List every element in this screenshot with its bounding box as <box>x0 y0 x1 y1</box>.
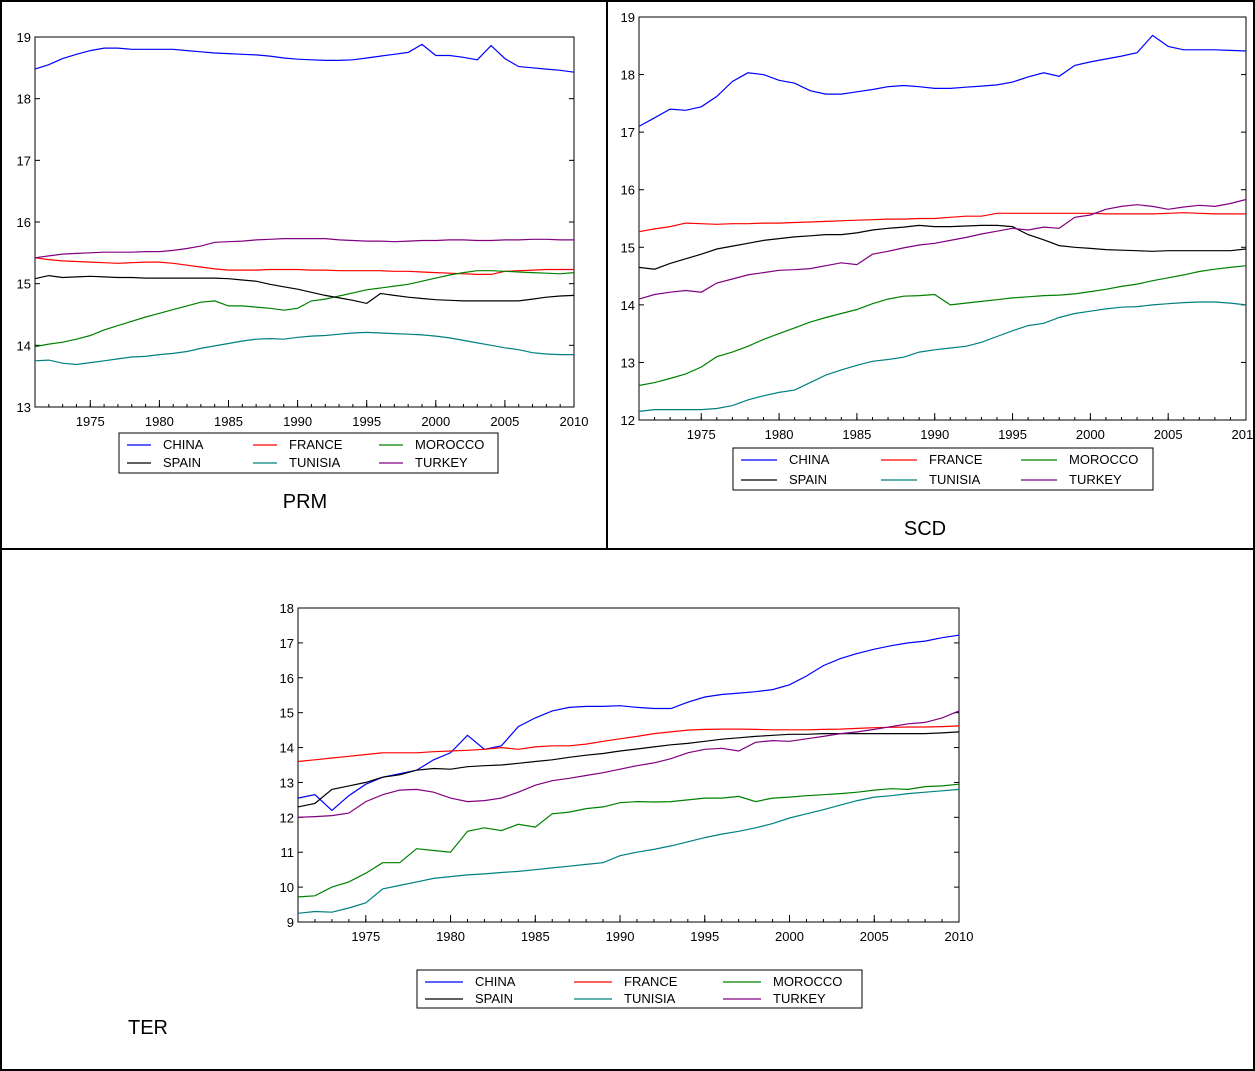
x-tick-label: 2010 <box>1232 427 1255 442</box>
series-line-china <box>638 34 1247 127</box>
plot-area <box>638 16 1247 421</box>
series-line-spain <box>297 731 960 808</box>
x-tick-label: 2010 <box>945 929 974 944</box>
y-tick-label: 14 <box>621 298 635 313</box>
legend-label-turkey: TURKEY <box>415 455 468 470</box>
x-tick-label: 2005 <box>490 414 519 429</box>
y-tick-label: 18 <box>17 92 31 107</box>
y-tick-label: 18 <box>280 601 294 616</box>
y-tick-label: 9 <box>287 915 294 930</box>
legend-label-france: FRANCE <box>929 452 983 467</box>
x-tick-label: 2000 <box>775 929 804 944</box>
series-line-china <box>297 634 960 812</box>
series-line-turkey <box>297 710 960 818</box>
legend-label-morocco: MOROCCO <box>415 437 484 452</box>
series-line-france <box>297 725 960 763</box>
series-line-turkey <box>638 198 1247 300</box>
y-tick-label: 10 <box>280 880 294 895</box>
y-tick-label: 17 <box>621 125 635 140</box>
x-tick-label: 1990 <box>920 427 949 442</box>
y-tick-label: 12 <box>280 810 294 825</box>
y-tick-label: 19 <box>621 10 635 25</box>
series-line-france <box>638 212 1246 233</box>
y-tick-label: 14 <box>17 338 31 353</box>
chart-scd: 12 13 14 15 16 17 18 19 1975 1980 1985 1990 1995 2000… <box>621 10 1255 491</box>
legend-label-spain: SPAIN <box>163 455 201 470</box>
x-tick-label: 1980 <box>765 427 794 442</box>
x-tick-label: 1995 <box>352 414 381 429</box>
caption-prm: PRM <box>283 491 327 513</box>
x-tick-label: 2000 <box>1076 427 1105 442</box>
legend-label-spain: SPAIN <box>789 472 827 487</box>
series-line-turkey <box>34 238 574 259</box>
x-tick-label: 1980 <box>436 929 465 944</box>
x-tick-label: 1975 <box>687 427 716 442</box>
series-line-spain <box>638 224 1247 270</box>
series-line-china <box>34 43 575 73</box>
y-tick-label: 13 <box>280 775 294 790</box>
y-tick-label: 15 <box>280 706 294 721</box>
chart-ter: 9 10 11 12 13 14 15 16 17 18 1975 1980 1985 1990 1995 2… <box>280 601 974 1009</box>
x-tick-label: 1985 <box>214 414 243 429</box>
y-tick-label: 13 <box>17 400 31 415</box>
x-tick-label: 1995 <box>690 929 719 944</box>
legend-box <box>118 432 499 474</box>
x-tick-label: 1975 <box>76 414 105 429</box>
x-tick-label: 1980 <box>145 414 174 429</box>
y-tick-label: 17 <box>17 153 31 168</box>
y-tick-label: 12 <box>621 413 635 428</box>
x-tick-label: 1995 <box>998 427 1027 442</box>
series-line-morocco <box>638 265 1247 387</box>
x-tick-label: 2000 <box>421 414 450 429</box>
y-tick-label: 18 <box>621 68 635 83</box>
panel-frame-ter <box>0 548 1255 1071</box>
legend-label-spain: SPAIN <box>475 991 513 1006</box>
y-tick-label: 19 <box>17 30 31 45</box>
plot-area <box>297 607 960 923</box>
legend-label-morocco: MOROCCO <box>1069 452 1138 467</box>
legend-box <box>732 447 1154 491</box>
legend-label-turkey: TURKEY <box>773 991 826 1006</box>
legend-label-china: CHINA <box>475 974 516 989</box>
y-tick-label: 11 <box>281 845 295 860</box>
y-tick-label: 17 <box>280 636 294 651</box>
series-line-spain <box>34 274 575 305</box>
plot-area <box>34 36 575 408</box>
legend-label-china: CHINA <box>163 437 204 452</box>
x-tick-label: 2005 <box>1154 427 1183 442</box>
chart-prm: 13 14 15 16 17 18 19 1975 1980 1985 1990 1995 2000 20… <box>17 30 589 474</box>
legend-label-tunisia: TUNISIA <box>624 991 676 1006</box>
x-tick-label: 2005 <box>860 929 889 944</box>
caption-scd: SCD <box>904 518 946 540</box>
x-tick-label: 2010 <box>560 414 589 429</box>
legend-label-morocco: MOROCCO <box>773 974 842 989</box>
series-line-tunisia <box>297 788 960 914</box>
legend-label-turkey: TURKEY <box>1069 472 1122 487</box>
x-tick-label: 1985 <box>842 427 871 442</box>
legend-label-france: FRANCE <box>289 437 343 452</box>
x-tick-label: 1985 <box>521 929 550 944</box>
x-tick-label: 1975 <box>351 929 380 944</box>
y-tick-label: 16 <box>17 215 31 230</box>
x-tick-label: 1990 <box>606 929 635 944</box>
y-tick-label: 15 <box>17 277 31 292</box>
legend-label-china: CHINA <box>789 452 830 467</box>
series-line-morocco <box>297 783 960 898</box>
y-tick-label: 14 <box>280 741 294 756</box>
series-line-tunisia <box>34 331 574 366</box>
caption-ter: TER <box>128 1017 168 1039</box>
legend-label-tunisia: TUNISIA <box>289 455 341 470</box>
legend-label-tunisia: TUNISIA <box>929 472 981 487</box>
y-tick-label: 15 <box>621 240 635 255</box>
legend-box <box>416 969 863 1009</box>
series-line-france <box>34 257 574 275</box>
y-tick-label: 13 <box>621 355 635 370</box>
series-line-morocco <box>34 270 575 348</box>
y-tick-label: 16 <box>280 671 294 686</box>
x-tick-label: 1990 <box>283 414 312 429</box>
legend-label-france: FRANCE <box>624 974 678 989</box>
y-tick-label: 16 <box>621 183 635 198</box>
series-line-tunisia <box>638 301 1247 412</box>
